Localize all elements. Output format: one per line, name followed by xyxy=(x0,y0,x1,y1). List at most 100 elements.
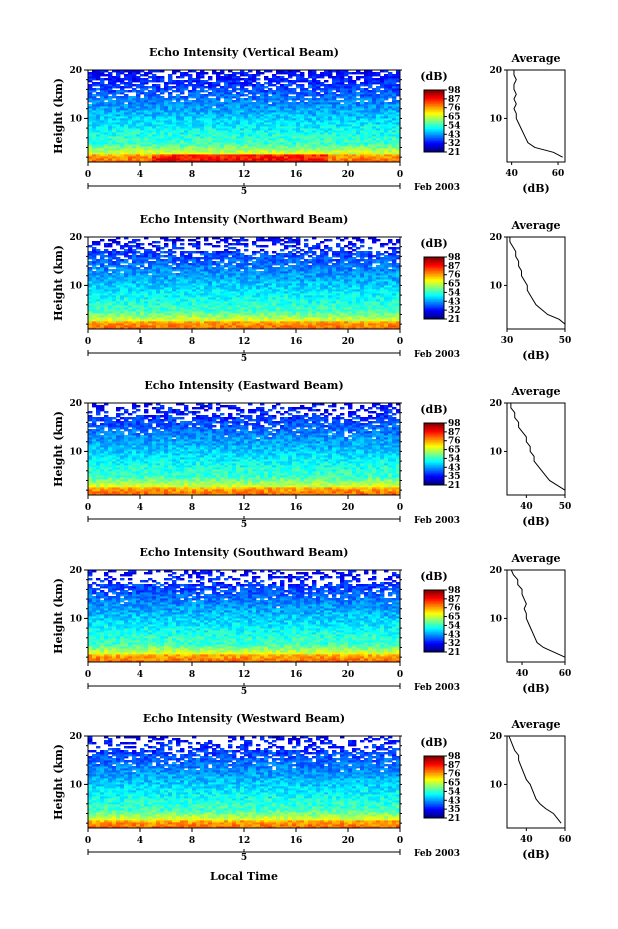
heatmap-cell xyxy=(276,136,281,139)
heatmap-cell xyxy=(288,80,293,83)
heatmap-cell xyxy=(376,158,381,161)
heatmap-cell xyxy=(164,84,169,87)
heatmap-cell xyxy=(376,106,381,109)
heatmap-cell xyxy=(268,158,273,161)
heatmap-cell xyxy=(112,118,117,121)
heatmap-cell xyxy=(292,90,297,93)
heatmap-cell xyxy=(220,88,225,91)
heatmap-cell xyxy=(344,138,349,141)
heatmap-cell xyxy=(176,112,181,115)
heatmap-cell xyxy=(396,144,401,147)
heatmap-cell xyxy=(352,92,357,95)
heatmap-cell xyxy=(128,118,133,121)
heatmap-cell xyxy=(356,130,361,133)
heatmap-cell xyxy=(324,148,329,151)
heatmap-cell xyxy=(396,108,401,111)
heatmap-cell xyxy=(204,108,209,111)
heatmap-cell xyxy=(216,142,221,145)
heatmap-cell xyxy=(184,132,189,135)
heatmap-cell xyxy=(276,154,281,157)
heatmap-cell xyxy=(256,114,261,117)
heatmap-cell xyxy=(360,156,365,159)
heatmap-cell xyxy=(200,152,205,155)
heatmap-cell xyxy=(180,82,185,85)
heatmap-cell xyxy=(208,152,213,155)
heatmap-cell xyxy=(276,152,281,155)
heatmap-cell xyxy=(224,102,229,105)
heatmap-cell xyxy=(156,76,161,79)
heatmap-cell xyxy=(104,122,109,125)
heatmap-cell xyxy=(284,150,289,153)
heatmap-cell xyxy=(180,150,185,153)
heatmap-cell xyxy=(116,96,121,99)
heatmap-cell xyxy=(188,106,193,109)
heatmap-cell xyxy=(276,90,281,93)
heatmap-cell xyxy=(236,140,241,143)
heatmap-cell xyxy=(368,144,373,147)
heatmap-cell xyxy=(372,132,377,135)
heatmap-cell xyxy=(224,134,229,137)
heatmap-cell xyxy=(276,142,281,145)
heatmap-cell xyxy=(164,118,169,121)
heatmap-cell xyxy=(108,106,113,109)
heatmap-cell xyxy=(172,148,177,151)
heatmap-cell xyxy=(96,82,101,85)
heatmap-cell xyxy=(276,92,281,95)
heatmap-cell xyxy=(180,116,185,119)
heatmap-cell xyxy=(212,150,217,153)
heatmap-cell xyxy=(360,142,365,145)
heatmap-cell xyxy=(164,144,169,147)
heatmap-cell xyxy=(160,142,165,145)
heatmap-cell xyxy=(380,84,385,87)
heatmap-cell xyxy=(192,100,197,103)
heatmap-cell xyxy=(196,90,201,93)
heatmap-cell xyxy=(96,84,101,87)
heatmap-cell xyxy=(284,124,289,127)
heatmap-cell xyxy=(284,104,289,107)
heatmap-cell xyxy=(180,144,185,147)
heatmap-cell xyxy=(324,98,329,101)
heatmap-cell xyxy=(288,98,293,101)
heatmap-cell xyxy=(112,134,117,137)
heatmap-cell xyxy=(140,86,145,89)
heatmap-cell xyxy=(260,134,265,137)
heatmap-cell xyxy=(284,156,289,159)
heatmap-cell xyxy=(228,134,233,137)
heatmap-cell xyxy=(192,142,197,145)
heatmap-cell xyxy=(248,102,253,105)
heatmap-cell xyxy=(332,88,337,91)
heatmap-cell xyxy=(208,104,213,107)
heatmap-cell xyxy=(368,112,373,115)
heatmap-cell xyxy=(108,146,113,149)
heatmap-cell xyxy=(364,160,369,163)
heatmap-cell xyxy=(112,126,117,129)
heatmap-cell xyxy=(376,152,381,155)
heatmap-cell xyxy=(176,104,181,107)
heatmap-cell xyxy=(232,84,237,87)
heatmap-cell xyxy=(188,158,193,161)
heatmap-cell xyxy=(288,104,293,107)
heatmap-cell xyxy=(372,102,377,105)
heatmap-cell xyxy=(132,88,137,91)
heatmap-cell xyxy=(92,158,97,161)
heatmap-cell xyxy=(232,100,237,103)
heatmap-cell xyxy=(232,154,237,157)
heatmap-cell xyxy=(108,158,113,161)
heatmap-cell xyxy=(144,116,149,119)
heatmap-cell xyxy=(188,142,193,145)
heatmap-cell xyxy=(180,80,185,83)
heatmap-cell xyxy=(356,122,361,125)
heatmap-cell xyxy=(124,128,129,131)
heatmap-cell xyxy=(276,158,281,161)
heatmap-cell xyxy=(360,140,365,143)
heatmap-cell xyxy=(172,86,177,89)
heatmap-cell xyxy=(152,130,157,133)
heatmap-cell xyxy=(156,136,161,139)
heatmap-cell xyxy=(376,100,381,103)
heatmap-cell xyxy=(176,90,181,93)
heatmap-cell xyxy=(128,144,133,147)
heatmap-cell xyxy=(228,128,233,131)
heatmap-cell xyxy=(96,124,101,127)
heatmap-cell xyxy=(164,110,169,113)
heatmap-cell xyxy=(132,112,137,115)
